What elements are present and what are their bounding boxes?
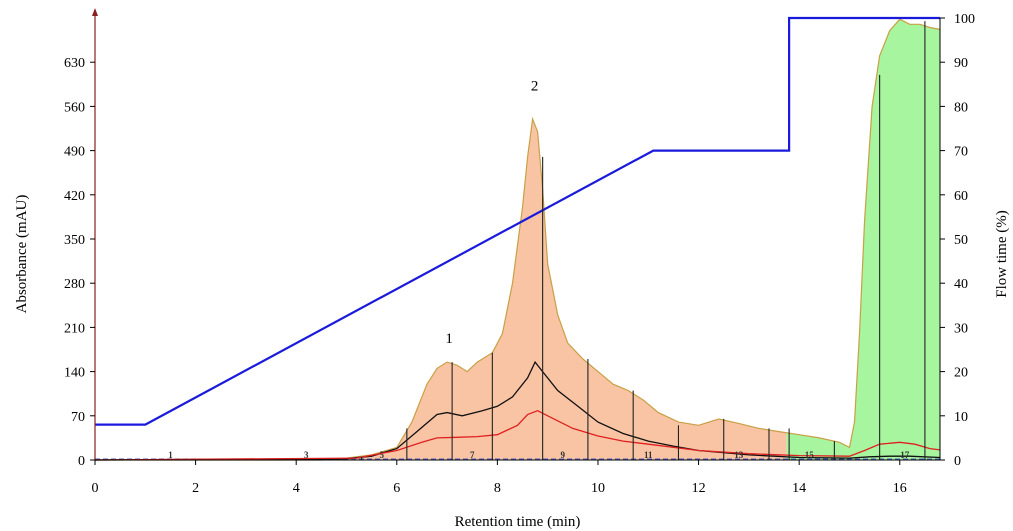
y-axis-title: Absorbance (mAU): [14, 195, 30, 314]
x-tick-label: 2: [192, 481, 199, 496]
fraction-label: 3: [304, 450, 309, 460]
y2-tick-label: 80: [954, 100, 968, 115]
y2-tick-label: 60: [954, 189, 968, 204]
black-trace-line: [94, 360, 941, 461]
y-tick-label: 490: [64, 145, 85, 160]
x-tick-label: 14: [792, 481, 806, 496]
y-tick-label: 0: [78, 454, 85, 469]
x-tick-label: 4: [293, 481, 300, 496]
y2-tick-label: 20: [954, 366, 968, 381]
x-tick-label: 0: [92, 481, 99, 496]
fraction-label: 13: [734, 450, 744, 460]
x-tick-label: 16: [893, 481, 907, 496]
y2-axis-title: Flow time (%): [994, 210, 1010, 298]
y-tick-label: 70: [71, 410, 85, 425]
y-tick-label: 630: [64, 56, 85, 71]
absorbance-area: [95, 18, 941, 461]
x-tick-label: 10: [591, 481, 605, 496]
fraction-label: 7: [470, 450, 475, 460]
gradient-line: [95, 16, 940, 426]
y2-tick-label: 10: [954, 410, 968, 425]
y2-tick-label: 30: [954, 321, 968, 336]
y-tick-label: 280: [64, 277, 85, 292]
absorbance-area-wash: [786, 19, 940, 461]
trace-lines: [94, 16, 941, 461]
x-tick-label: 12: [692, 481, 706, 496]
y2-tick-label: 40: [954, 277, 968, 292]
y-tick-label: 140: [64, 366, 85, 381]
fraction-label: 11: [644, 450, 653, 460]
y-axis-arrow: [92, 8, 98, 16]
fraction-label: 9: [561, 450, 566, 460]
y2-tick-label: 70: [954, 145, 968, 160]
absorbance-line: [95, 18, 941, 461]
y-tick-label: 560: [64, 100, 85, 115]
peak-label: 1: [445, 331, 453, 347]
fraction-label: 1: [168, 450, 173, 460]
y2-tick-label: 0: [954, 454, 961, 469]
axes: 0 2 4 6 8 10 12 14 16070140210280350420490560630…: [64, 8, 975, 496]
absorbance-area-main: [95, 119, 787, 460]
x-axis-title: Retention time (min): [455, 514, 581, 530]
fraction-label: 17: [900, 450, 910, 460]
y-tick-label: 350: [64, 233, 85, 248]
y2-tick-label: 90: [954, 56, 968, 71]
y2-tick-label: 100: [954, 12, 975, 27]
fraction-markers: 1 3 5 7 9 11 13 15 17: [168, 21, 926, 460]
x-tick-label: 6: [393, 481, 400, 496]
peak-label: 2: [531, 79, 539, 95]
red-trace-line: [94, 409, 941, 461]
labels: Retention time (min) Absorbance (mAU) Flow…: [14, 79, 1010, 530]
x-tick-label: 8: [494, 481, 501, 496]
y2-tick-label: 50: [954, 233, 968, 248]
fraction-label: 15: [805, 450, 815, 460]
fraction-label: 5: [379, 450, 384, 460]
y-tick-label: 420: [64, 189, 85, 204]
y-tick-label: 210: [64, 321, 85, 336]
